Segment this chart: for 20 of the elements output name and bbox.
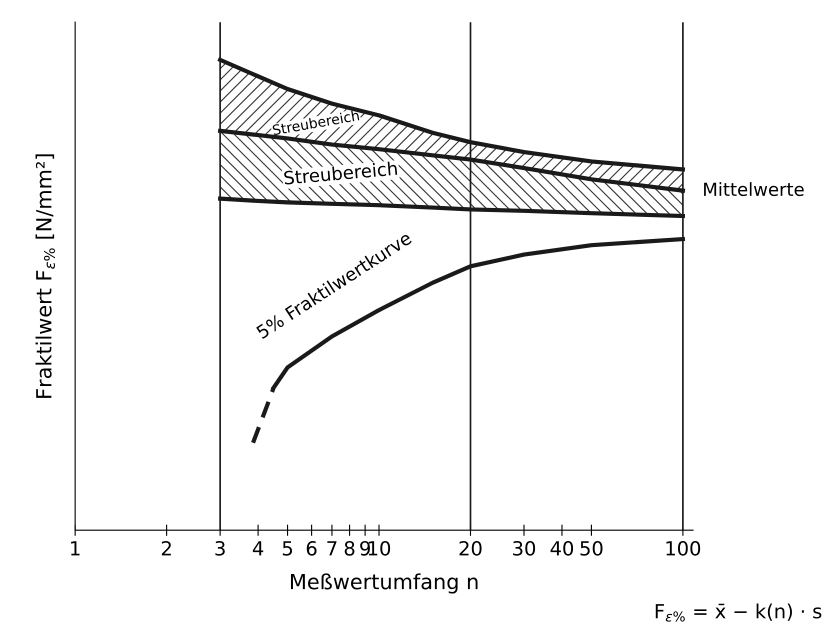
x-tick-label: 1	[71, 541, 80, 556]
text: F$_{ε%}$ = x̄ − k(n) · s	[656, 603, 822, 622]
text: Mittelwerte	[704, 182, 804, 196]
annotation: Streubereich	[284, 161, 398, 185]
y-axis-title: Fraktilwert F$_{ε%}$ [N/mm²]	[36, 154, 55, 398]
x-tick-label: 50	[580, 540, 602, 556]
x-tick-label: 40	[550, 540, 574, 556]
x-tick-label: 4	[252, 541, 264, 556]
x-tick-label: 5	[282, 541, 292, 556]
x-tick-label: 3	[215, 540, 225, 556]
x-tick-label: 7	[327, 541, 336, 556]
x-tick-label: 20	[460, 540, 482, 556]
x-tick-label: 100	[666, 540, 700, 556]
x-tick-label: 30	[513, 540, 536, 556]
x-axis-title: Meßwertumfang n	[290, 573, 478, 594]
x-tick-label: 8	[344, 540, 354, 556]
x-tick-label: 6	[306, 540, 317, 556]
x-tick-label: 2	[162, 540, 171, 556]
x-tick-label: 9	[360, 540, 370, 556]
x-tick-label: 10	[368, 540, 390, 556]
